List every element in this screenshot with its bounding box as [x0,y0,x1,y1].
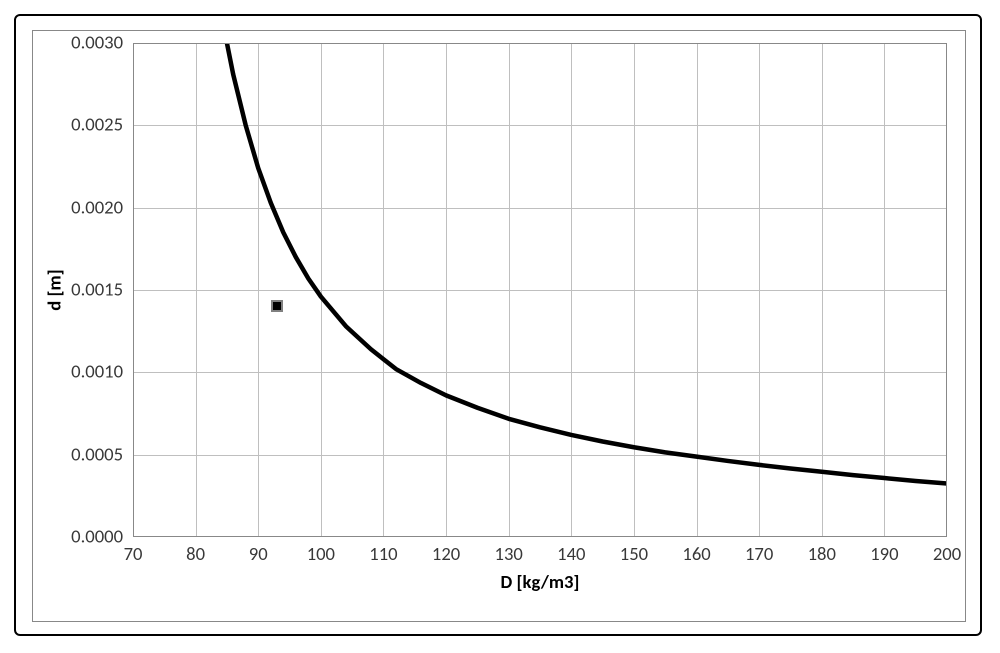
plot-area [133,43,947,537]
x-tick-label: 110 [369,543,397,566]
series-point-marker [271,300,283,312]
x-tick-label: 200 [933,543,961,566]
x-axis-label: D [kg/m3] [501,571,580,594]
y-tick-label: 0.0020 [71,196,123,219]
x-tick-label: 130 [495,543,523,566]
x-tick-label: 70 [124,543,143,566]
chart-frame: D [kg/m3] d [m] 70 80 90 100 110 120 130 140 150… [32,30,966,622]
outer-frame: D [kg/m3] d [m] 70 80 90 100 110 120 130 140 150… [14,14,982,636]
y-tick-label: 0.0015 [71,279,123,302]
y-tick-label: 0.0010 [71,361,123,384]
x-tick-label: 140 [557,543,585,566]
x-tick-label: 120 [432,543,460,566]
y-tick-label: 0.0000 [71,526,123,549]
series-curve [133,43,947,537]
x-tick-label: 170 [745,543,773,566]
x-tick-label: 180 [808,543,836,566]
x-tick-label: 160 [682,543,710,566]
x-tick-label: 100 [307,543,335,566]
x-tick-label: 80 [186,543,205,566]
y-tick-label: 0.0030 [71,32,123,55]
y-tick-label: 0.0005 [71,443,123,466]
x-tick-label: 90 [249,543,268,566]
y-axis-label: d [m] [44,269,67,310]
x-tick-label: 190 [870,543,898,566]
y-tick-label: 0.0025 [71,114,123,137]
x-tick-label: 150 [620,543,648,566]
